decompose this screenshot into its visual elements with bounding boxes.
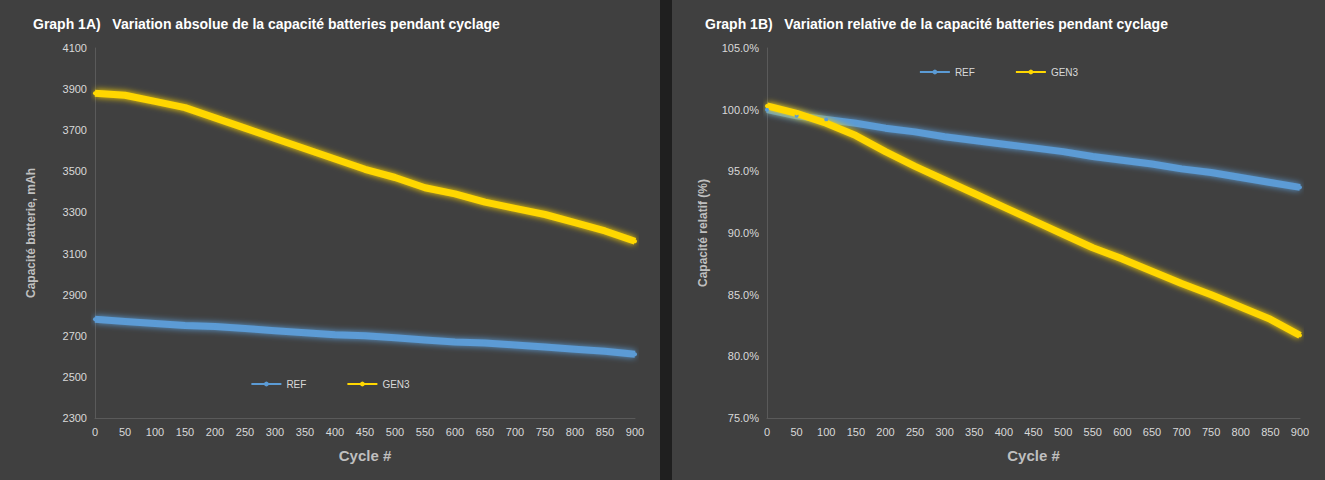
svg-text:3100: 3100 [63,248,87,260]
svg-text:150: 150 [847,426,865,438]
svg-text:95.0%: 95.0% [728,165,759,177]
svg-text:REF: REF [286,379,306,390]
svg-text:450: 450 [1024,426,1042,438]
svg-text:250: 250 [236,426,254,438]
svg-text:650: 650 [476,426,494,438]
svg-text:600: 600 [1113,426,1131,438]
svg-text:4100: 4100 [63,42,87,54]
svg-text:75.0%: 75.0% [728,412,759,424]
svg-text:2900: 2900 [63,289,87,301]
svg-text:3700: 3700 [63,124,87,136]
svg-text:0: 0 [764,426,770,438]
svg-text:Cycle #: Cycle # [339,447,392,464]
svg-text:3900: 3900 [63,83,87,95]
svg-text:GEN3: GEN3 [1051,67,1079,78]
svg-text:600: 600 [446,426,464,438]
svg-text:400: 400 [995,426,1013,438]
svg-text:550: 550 [416,426,434,438]
svg-text:200: 200 [206,426,224,438]
svg-text:90.0%: 90.0% [728,227,759,239]
svg-text:150: 150 [176,426,194,438]
svg-text:3500: 3500 [63,165,87,177]
svg-text:300: 300 [935,426,953,438]
svg-text:Capacité relatif (%): Capacité relatif (%) [696,179,710,287]
svg-text:700: 700 [506,426,524,438]
svg-text:100: 100 [146,426,164,438]
svg-text:850: 850 [1261,426,1279,438]
svg-text:2700: 2700 [63,330,87,342]
svg-text:100: 100 [817,426,835,438]
svg-text:550: 550 [1084,426,1102,438]
svg-text:0: 0 [92,426,98,438]
svg-text:85.0%: 85.0% [728,289,759,301]
svg-text:100.0%: 100.0% [722,104,760,116]
svg-text:800: 800 [566,426,584,438]
svg-text:800: 800 [1232,426,1250,438]
svg-text:GEN3: GEN3 [382,379,410,390]
svg-text:REF: REF [955,67,975,78]
svg-text:900: 900 [626,426,644,438]
svg-text:650: 650 [1143,426,1161,438]
svg-text:Graph 1B) Variation relative: Graph 1B) Variation relative de la capac… [705,16,1168,32]
svg-text:900: 900 [1291,426,1309,438]
svg-text:200: 200 [876,426,894,438]
svg-text:80.0%: 80.0% [728,350,759,362]
svg-text:500: 500 [386,426,404,438]
svg-text:700: 700 [1172,426,1190,438]
svg-text:2300: 2300 [63,412,87,424]
svg-text:300: 300 [266,426,284,438]
svg-text:3300: 3300 [63,206,87,218]
svg-text:350: 350 [296,426,314,438]
svg-text:2500: 2500 [63,371,87,383]
svg-text:105.0%: 105.0% [722,42,760,54]
svg-text:Graph 1A) Variation absolue: Graph 1A) Variation absolue de la capaci… [33,16,500,32]
svg-text:Cycle #: Cycle # [1007,447,1060,464]
svg-text:450: 450 [356,426,374,438]
svg-text:350: 350 [965,426,983,438]
svg-text:500: 500 [1054,426,1072,438]
svg-text:250: 250 [906,426,924,438]
svg-text:Capacité batterie, mAh: Capacité batterie, mAh [24,168,38,298]
svg-text:750: 750 [536,426,554,438]
svg-text:50: 50 [790,426,802,438]
svg-text:750: 750 [1202,426,1220,438]
svg-text:400: 400 [326,426,344,438]
svg-text:50: 50 [119,426,131,438]
svg-text:850: 850 [596,426,614,438]
